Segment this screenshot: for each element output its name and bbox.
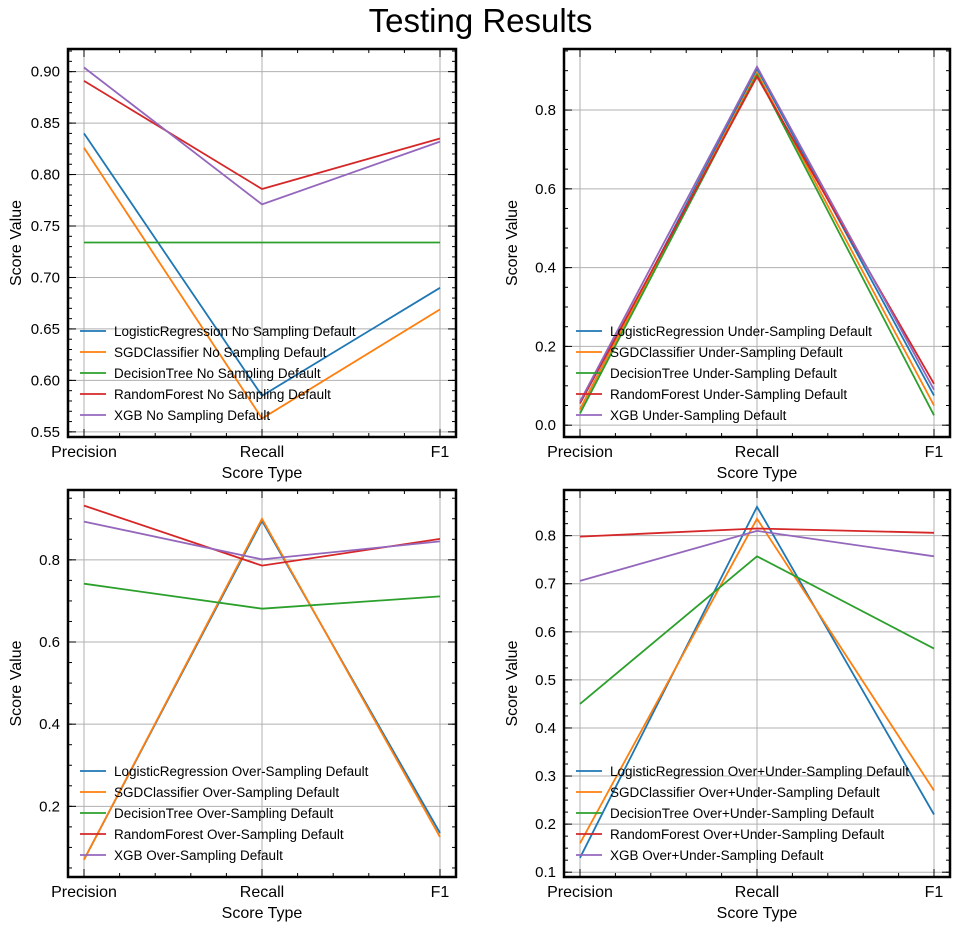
legend-label: RandomForest Over-Sampling Default <box>114 827 344 842</box>
legend-label: LogisticRegression Over-Sampling Default <box>114 764 369 779</box>
series-line-3 <box>579 72 935 416</box>
y-tick-label: 0.8 <box>535 528 556 545</box>
y-tick-label: 0.70 <box>31 269 60 286</box>
y-tick-label: 0.60 <box>31 372 60 389</box>
legend-label: DecisionTree Over+Under-Sampling Default <box>610 806 874 821</box>
subplot-2: 0.0 0.2 0.4 0.6 0.8 Precision Recall F1 Logistic… <box>504 47 952 482</box>
legend-label: RandomForest No Sampling Default <box>114 387 331 402</box>
series-line-5 <box>579 64 935 402</box>
y-tick-label: 0.3 <box>535 768 556 785</box>
legend-label: XGB Over-Sampling Default <box>114 848 283 863</box>
legend-label: RandomForest Over+Under-Sampling Default <box>610 827 884 842</box>
legend-label: SGDClassifier Under-Sampling Default <box>610 345 843 360</box>
axes-frame <box>66 488 458 879</box>
y-tick-label: 0.90 <box>31 64 60 81</box>
series-line-5 <box>83 66 441 206</box>
x-axis-label: Score Type <box>717 905 798 922</box>
y-tick-label: 0.6 <box>535 181 556 198</box>
x-tick-label: Recall <box>735 444 779 461</box>
legend-label: LogisticRegression Over+Under-Sampling D… <box>610 764 909 779</box>
legend-label: DecisionTree Under-Sampling Default <box>610 366 837 381</box>
series-line-2 <box>83 516 441 861</box>
x-tick-label: F1 <box>431 444 450 461</box>
x-tick-label: Precision <box>51 444 117 461</box>
y-tick-label: 0.80 <box>31 167 60 184</box>
y-tick-label: 0.6 <box>39 634 60 651</box>
y-tick-label: 0.2 <box>535 816 556 833</box>
y-tick-label: 0.4 <box>39 716 60 733</box>
x-tick-label: Precision <box>547 884 613 901</box>
y-tick-label: 0.8 <box>39 552 60 569</box>
x-tick-label: Precision <box>51 884 117 901</box>
legend-label: SGDClassifier No Sampling Default <box>114 345 327 360</box>
y-tick-label: 0.0 <box>535 417 556 434</box>
series-line-5 <box>83 520 441 561</box>
y-axis-label: Score Value <box>8 200 25 286</box>
y-axis-label: Score Value <box>504 200 521 286</box>
y-tick-label: 0.2 <box>535 338 556 355</box>
series-line-1 <box>579 504 935 859</box>
legend-label: DecisionTree No Sampling Default <box>114 366 321 381</box>
subplot-3: 0.2 0.4 0.6 0.8 Precision Recall F1 LogisticReg… <box>8 488 458 922</box>
y-tick-label: 0.2 <box>39 798 60 815</box>
legend-label: RandomForest Under-Sampling Default <box>610 387 847 402</box>
axes-frame <box>66 47 458 439</box>
x-axis-label: Score Type <box>717 465 798 482</box>
figure-title: Testing Results <box>368 2 593 39</box>
series-line-3 <box>83 582 441 610</box>
axes-frame <box>562 488 952 879</box>
y-axis-label: Score Value <box>504 640 521 726</box>
y-tick-label: 0.5 <box>535 672 556 689</box>
y-tick-label: 0.65 <box>31 321 60 338</box>
legend-label: XGB Under-Sampling Default <box>610 408 787 423</box>
series-line-4 <box>83 80 441 190</box>
series-line-5 <box>579 529 935 582</box>
series-line-2 <box>83 147 441 420</box>
series-line-4 <box>579 527 935 538</box>
x-tick-label: F1 <box>925 884 944 901</box>
legend-label: SGDClassifier Over-Sampling Default <box>114 785 339 800</box>
y-tick-label: 0.4 <box>535 720 556 737</box>
y-tick-label: 0.75 <box>31 218 60 235</box>
x-tick-label: F1 <box>925 444 944 461</box>
series-line-1 <box>83 132 441 398</box>
x-tick-label: Recall <box>240 884 284 901</box>
series-line-2 <box>579 70 935 410</box>
subplot-4: 0.1 0.2 0.3 0.4 0.5 0.6 0.7 0.8 Precision Recall F… <box>504 488 952 922</box>
axes-frame <box>562 47 952 439</box>
y-tick-label: 0.7 <box>535 576 556 593</box>
series-line-2 <box>579 517 935 844</box>
series-line-3 <box>579 555 935 705</box>
legend-label: SGDClassifier Over+Under-Sampling Defaul… <box>610 785 880 800</box>
x-tick-label: Precision <box>547 444 613 461</box>
x-axis-label: Score Type <box>222 905 303 922</box>
legend-label: DecisionTree Over-Sampling Default <box>114 806 334 821</box>
y-tick-label: 0.4 <box>535 260 556 277</box>
legend-label: LogisticRegression No Sampling Default <box>114 324 356 339</box>
subplot-1: 0.55 0.60 0.65 0.70 0.75 0.80 0.85 0.90 Precisio… <box>8 47 458 482</box>
y-tick-label: 0.8 <box>535 102 556 119</box>
legend-label: LogisticRegression Under-Sampling Defaul… <box>610 324 872 339</box>
legend-label: XGB No Sampling Default <box>114 408 270 423</box>
x-axis-label: Score Type <box>222 465 303 482</box>
x-tick-label: Recall <box>735 884 779 901</box>
x-tick-label: F1 <box>431 884 450 901</box>
y-tick-label: 0.85 <box>31 115 60 132</box>
x-tick-label: Recall <box>240 444 284 461</box>
y-tick-label: 0.1 <box>535 864 556 881</box>
y-tick-label: 0.6 <box>535 624 556 641</box>
legend-label: XGB Over+Under-Sampling Default <box>610 848 824 863</box>
y-tick-label: 0.55 <box>31 424 60 441</box>
y-axis-label: Score Value <box>8 640 25 726</box>
